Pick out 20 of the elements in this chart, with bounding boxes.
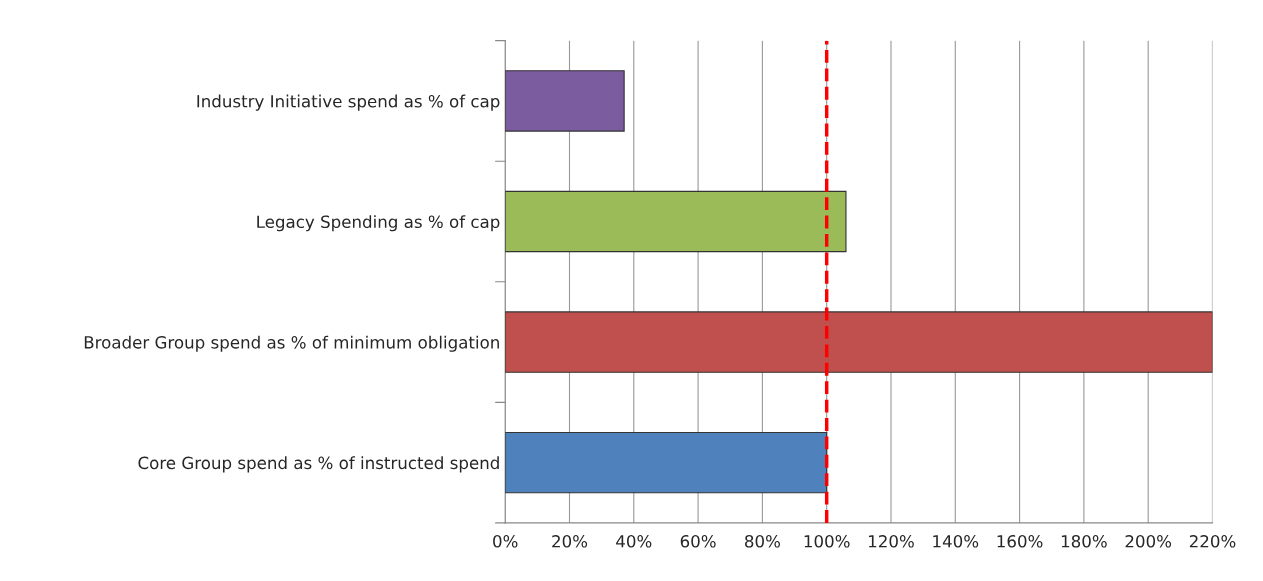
x-tick-label: 0% [493, 535, 518, 548]
y-tick-label: Legacy Spending as % of cap [257, 215, 500, 232]
y-tick-label: Core Group spend as % of instructed spend [138, 456, 499, 473]
bar [505, 311, 1213, 373]
y-tick-label: Broader Group spend as % of minimum obligation [84, 335, 499, 352]
bar [505, 431, 828, 494]
x-tick-label: 40% [616, 535, 652, 548]
x-tick-label: 60% [680, 535, 716, 548]
x-tick-label: 180% [1061, 535, 1107, 548]
bar [505, 190, 847, 253]
x-tick-label: 220% [1189, 535, 1236, 548]
x-tick-label: 200% [1125, 535, 1172, 548]
x-tick-label: 160% [997, 535, 1043, 548]
bar [505, 70, 625, 132]
x-tick-label: 120% [869, 535, 914, 548]
x-tick-label: 80% [745, 535, 780, 548]
y-tick-label: Industry Initiative spend as % of cap [197, 94, 500, 111]
x-tick-label: 140% [933, 535, 979, 548]
x-tick-label: 20% [552, 535, 588, 548]
x-tick-label: 100% [804, 535, 850, 548]
